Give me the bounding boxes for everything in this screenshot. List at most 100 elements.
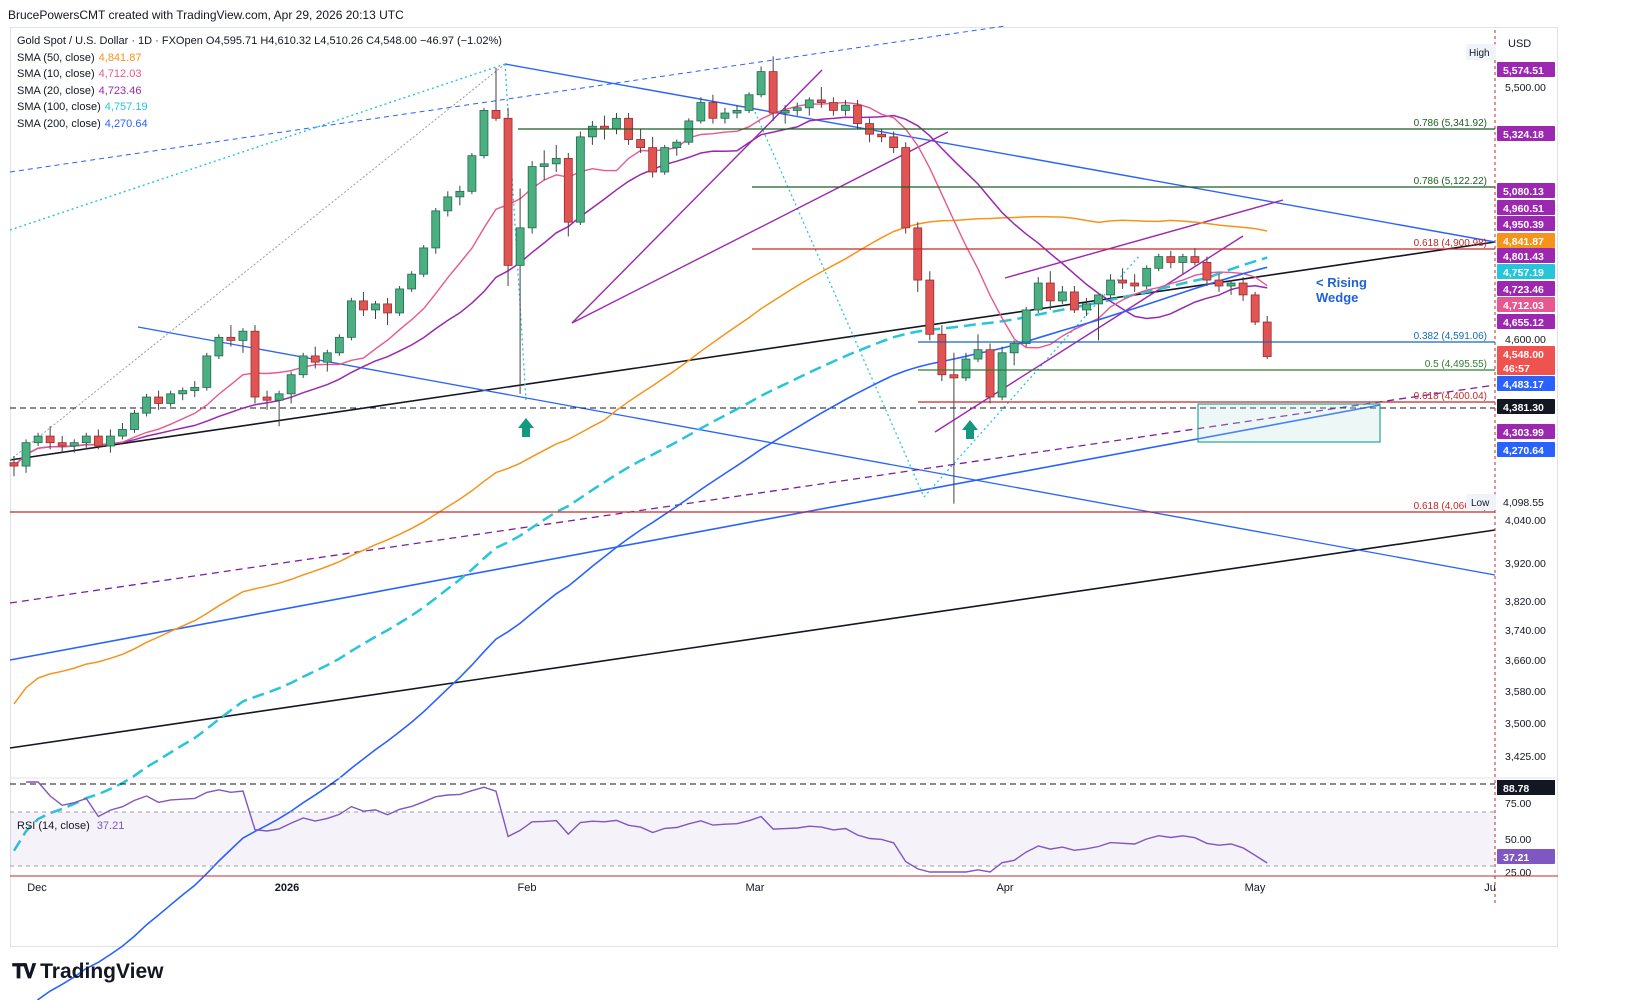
price-badge-label: 4,801.43 (1503, 251, 1544, 263)
candle-body (696, 102, 706, 122)
indicator-value: 4,841.87 (98, 51, 142, 64)
price-badge-label: 4,381.30 (1503, 402, 1544, 414)
candle-body (949, 374, 959, 379)
candle-body (166, 393, 176, 404)
chart-panel[interactable] (10, 27, 1558, 947)
time-axis-layer: Dec 2026 Feb Mar Apr May Ju (10, 875, 1558, 894)
candle-body (57, 442, 67, 447)
candle-body (407, 273, 417, 290)
fib-level-label: 0.382 (4,591.06) (1414, 331, 1487, 342)
price-badge (1497, 233, 1555, 248)
candle-body (1142, 267, 1152, 287)
candle-body (660, 147, 670, 173)
candle-body (1045, 282, 1055, 302)
annotation-wedge: Wedge (1316, 290, 1358, 305)
price-tick-label: 4,600.00 (1505, 334, 1546, 346)
indicator-value: 4,723.46 (98, 84, 142, 97)
time-tick-label: 2026 (275, 882, 299, 894)
candle-body (503, 117, 513, 266)
moving-averages-layer (12, 101, 1268, 1000)
candle-body (371, 303, 380, 311)
candle-body (1238, 282, 1248, 296)
candle-body (1094, 294, 1103, 305)
indicator-value: 4,270.64 (104, 117, 148, 130)
candle-body (575, 136, 585, 223)
price-badge (1497, 399, 1555, 414)
candle-body (226, 336, 236, 341)
fibonacci-levels-layer: 0.786 (5,341.92) 0.786 (5,122.22) 0.618 (4… (10, 118, 1495, 513)
price-badge-label: 4,841.87 (1503, 236, 1544, 248)
candle-body (901, 147, 911, 229)
price-badge (1497, 376, 1555, 391)
trendline-blue-ascending (9, 404, 1381, 661)
trendline-black-lower (9, 529, 1496, 749)
candle-body (455, 190, 465, 198)
price-badge-label: 4,655.12 (1503, 317, 1544, 329)
arrow-up-icon (962, 420, 978, 439)
fib-level-label: 0.618 (4,400.04) (1414, 391, 1487, 402)
tradingview-brand[interactable]: 𝐓𝐕 TradingView (12, 960, 163, 984)
rsi-pane-layer: 75.00 50.00 25.00 88.78 (10, 777, 1558, 879)
candle-body (829, 102, 838, 111)
rsi-tick-label: 75.00 (1505, 798, 1531, 810)
price-badge (1497, 200, 1555, 215)
candle-body (780, 109, 790, 114)
price-tick-label: 3,820.00 (1505, 596, 1546, 608)
candle-body (322, 352, 332, 363)
indicator-value: 4,757.19 (104, 101, 148, 113)
candle-body (672, 141, 682, 148)
high-label: High (1469, 48, 1490, 59)
indicator-row: SMA (20, close) 4,723.46 (17, 83, 502, 100)
rsi-level-badge (1497, 780, 1555, 795)
candle-body (563, 157, 573, 223)
leg-dotted-2 (754, 111, 925, 498)
candle-body (1009, 343, 1019, 354)
candle-body (250, 330, 260, 398)
sma-20-line (13, 114, 1268, 467)
candle-body (841, 104, 850, 111)
candle-body (106, 435, 115, 447)
candle-body (202, 355, 212, 388)
trendline-blue-dashed-top (9, 25, 1006, 173)
candle-body (1214, 279, 1224, 287)
tradingview-logo-icon: 𝐓𝐕 (12, 960, 36, 983)
candle-body (479, 109, 489, 157)
chart-legend: Gold Spot / U.S. Dollar · 1D · FXOpen O4… (17, 33, 502, 132)
price-badge-label: 4,098.55 (1503, 497, 1544, 509)
candle-body (491, 109, 501, 119)
candle-body (467, 155, 477, 192)
price-tick-label: 3,580.00 (1505, 686, 1546, 698)
indicator-row: SMA (100, close) 4,757.19 (17, 99, 502, 116)
candle-body (383, 303, 392, 314)
price-badge (1497, 346, 1555, 361)
annotation-rising: < Rising (1316, 275, 1367, 290)
symbol-row: Gold Spot / U.S. Dollar · 1D · FXOpen O4… (17, 33, 502, 50)
candle-body (1033, 282, 1043, 311)
sma-50-line (13, 215, 1268, 705)
candle-body (877, 133, 886, 138)
price-badge-label: 37.21 (1503, 852, 1529, 864)
candle-body (985, 349, 995, 398)
price-badge (1497, 297, 1555, 312)
candles-layer (9, 56, 1272, 504)
candle-body (1106, 279, 1115, 296)
candle-body (997, 352, 1007, 398)
price-tick-label: 4,040.00 (1505, 515, 1546, 527)
candle-body (334, 336, 344, 354)
price-badge (1497, 442, 1555, 457)
candle-body (33, 435, 43, 444)
time-tick-label: Dec (27, 882, 47, 894)
price-badge (1497, 424, 1555, 439)
fib-level-label: 0.5 (4,495.55) (1425, 359, 1487, 370)
candle-body (190, 387, 200, 392)
low-label: Low (1471, 498, 1490, 509)
candle-body (142, 396, 151, 414)
price-badge-label: 4,303.99 (1503, 427, 1544, 439)
trendline-blue-top (504, 63, 1496, 243)
candle-body (431, 210, 441, 249)
candle-body (792, 107, 802, 111)
rsi-value: 37.21 (96, 820, 125, 832)
indicator-label: SMA (20, close) (17, 84, 95, 97)
channel-purple-upper-1 (571, 69, 823, 324)
